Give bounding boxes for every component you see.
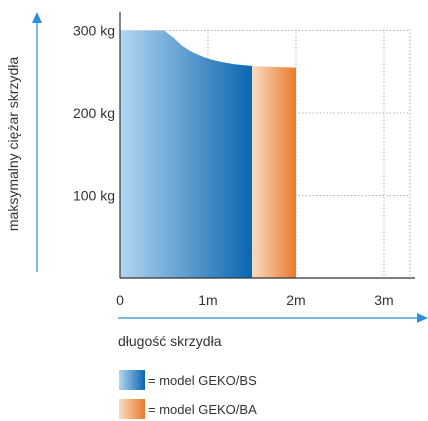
- y-axis-title: maksymalny ciężar skrzydła: [5, 57, 21, 231]
- area-geko-bs: [120, 30, 252, 278]
- y-direction-arrow-head: [32, 12, 42, 23]
- legend-swatch-ba: [119, 399, 145, 419]
- y-tick-labels: 100 kg 200 kg 300 kg: [73, 23, 115, 204]
- y-tick-label-200: 200 kg: [73, 105, 115, 121]
- series-layer: [120, 30, 296, 278]
- legend-label-bs: = model GEKO/BS: [148, 373, 257, 388]
- y-tick-label-100: 100 kg: [73, 188, 115, 204]
- x-tick-label-3: 3m: [374, 292, 393, 308]
- y-tick-label-300: 300 kg: [73, 23, 115, 39]
- legend-swatch-bs: [119, 370, 145, 390]
- x-tick-labels: 0 1m 2m 3m: [116, 292, 394, 308]
- x-tick-label-0: 0: [116, 292, 124, 308]
- x-tick-label-1: 1m: [198, 292, 217, 308]
- x-tick-label-2: 2m: [286, 292, 305, 308]
- x-direction-arrow-head: [417, 313, 428, 323]
- legend: = model GEKO/BS = model GEKO/BA: [119, 370, 257, 419]
- legend-label-ba: = model GEKO/BA: [148, 402, 257, 417]
- x-axis-title: długość skrzydła: [118, 333, 222, 349]
- area-geko-ba: [252, 66, 296, 278]
